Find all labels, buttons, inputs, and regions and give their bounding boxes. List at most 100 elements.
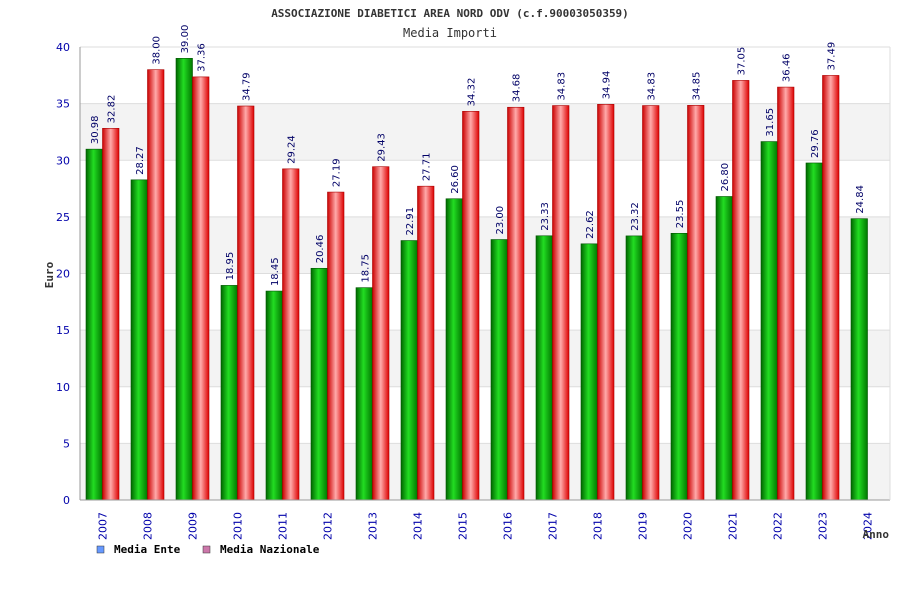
bar-media-nazionale-2015	[462, 111, 480, 501]
y-tick-label: 10	[56, 381, 70, 394]
bar-media-ente-2022	[760, 141, 778, 501]
x-axis-label: Anno	[863, 528, 890, 541]
axes	[79, 47, 891, 501]
value-label: 31.65	[765, 108, 776, 137]
value-label: 38.00	[152, 36, 163, 65]
y-tick-label: 40	[56, 41, 70, 54]
bar-media-ente-2023	[805, 162, 823, 501]
x-tick-label: 2007	[97, 512, 110, 540]
bar-media-nazionale-2013	[372, 166, 390, 501]
bar-media-nazionale-2017	[552, 105, 570, 501]
bar-media-ente-2016	[490, 239, 508, 501]
bar-media-ente-2009	[175, 58, 193, 501]
grid-band	[80, 160, 890, 217]
y-tick-labels: 0 5 10 15 20 25 30 35 40	[56, 41, 70, 507]
grid-band	[80, 443, 890, 500]
x-tick-label: 2021	[727, 512, 740, 540]
value-label: 29.43	[377, 133, 388, 162]
x-tick-label: 2024	[862, 512, 875, 540]
value-label: 27.71	[422, 153, 433, 182]
value-label: 34.32	[467, 78, 478, 107]
bar-media-nazionale-2012	[327, 191, 345, 501]
chart-subtitle: Media Importi	[403, 26, 497, 40]
bar-media-ente-2010	[220, 285, 238, 501]
bar-media-nazionale-2016	[507, 106, 525, 501]
legend-label: Media Ente	[114, 543, 181, 556]
y-axis-label: Euro	[43, 261, 56, 288]
bar-media-nazionale-2022	[777, 86, 795, 501]
value-label: 34.85	[692, 72, 703, 101]
bar-media-nazionale-2019	[642, 105, 660, 501]
value-label: 34.83	[557, 72, 568, 101]
bar-media-ente-2020	[670, 232, 688, 501]
bar-media-ente-2024	[850, 218, 868, 501]
legend-swatch	[96, 545, 105, 554]
x-tick-label: 2022	[772, 512, 785, 540]
value-label: 34.68	[512, 74, 523, 103]
value-label: 37.36	[197, 43, 208, 72]
value-label: 24.84	[855, 185, 866, 214]
value-label: 18.95	[225, 252, 236, 281]
y-tick-label: 5	[63, 437, 70, 450]
x-tick-label: 2015	[457, 512, 470, 540]
bar-media-nazionale-2008	[147, 69, 165, 501]
grid-bands	[80, 47, 890, 500]
value-label: 34.79	[242, 72, 253, 101]
bar-media-nazionale-2018	[597, 104, 615, 501]
x-tick-label: 2017	[547, 512, 560, 540]
value-label: 29.76	[810, 129, 821, 158]
value-label: 23.33	[540, 202, 551, 231]
value-label: 23.55	[675, 200, 686, 229]
grid-band	[80, 330, 890, 387]
value-label: 39.00	[180, 25, 191, 54]
bar-media-nazionale-2020	[687, 105, 705, 501]
y-tick-label: 0	[63, 494, 70, 507]
bar-media-nazionale-2014	[417, 185, 435, 501]
y-tick-label: 20	[56, 268, 70, 281]
grid-band	[80, 386, 890, 444]
y-tick-label: 15	[56, 324, 70, 337]
x-tick-label: 2016	[502, 512, 515, 540]
y-tick-label: 35	[56, 98, 70, 111]
bar-media-ente-2021	[715, 196, 733, 501]
value-label: 27.19	[332, 158, 343, 187]
grid-band	[80, 216, 890, 274]
bar-media-nazionale-2010	[237, 105, 255, 501]
bar-media-ente-2011	[265, 290, 283, 501]
bar-media-ente-2012	[310, 267, 328, 501]
bar-media-ente-2017	[535, 235, 553, 501]
value-label: 18.45	[270, 257, 281, 286]
value-label: 37.49	[827, 42, 838, 71]
value-label: 22.62	[585, 210, 596, 239]
x-tick-label: 2014	[412, 512, 425, 540]
value-label: 36.46	[782, 53, 793, 82]
x-tick-label: 2009	[187, 512, 200, 540]
value-label: 28.27	[135, 146, 146, 175]
value-label: 37.05	[737, 47, 748, 76]
x-tick-label: 2019	[637, 512, 650, 540]
value-label: 26.60	[450, 165, 461, 194]
value-label: 34.94	[602, 71, 613, 100]
x-tick-label: 2018	[592, 512, 605, 540]
y-tick-label: 25	[56, 211, 70, 224]
bar-media-ente-2019	[625, 235, 643, 501]
bar-media-ente-2007	[85, 148, 103, 501]
bar-media-nazionale-2009	[192, 76, 210, 501]
y-tick-label: 30	[56, 154, 70, 167]
x-tick-label: 2008	[142, 512, 155, 540]
bar-media-nazionale-2007	[102, 128, 120, 501]
x-tick-label: 2023	[817, 512, 830, 540]
bar-media-ente-2015	[445, 198, 463, 501]
bar-media-nazionale-2011	[282, 168, 300, 501]
x-tick-labels: 2007 2008 2009 2010 2011 2012 2013 2014 2015 2016…	[97, 512, 875, 540]
x-tick-label: 2010	[232, 512, 245, 540]
value-labels: 30.98 32.82 28.27 38.00 39.00 37.36 18.95 34.79…	[90, 25, 866, 286]
value-label: 23.00	[495, 206, 506, 235]
bar-media-ente-2013	[355, 287, 373, 501]
value-label: 20.46	[315, 235, 326, 264]
chart-title: ASSOCIAZIONE DIABETICI AREA NORD ODV (c.…	[271, 7, 629, 20]
value-label: 23.32	[630, 202, 641, 231]
x-tick-label: 2013	[367, 512, 380, 540]
value-label: 32.82	[107, 95, 118, 124]
